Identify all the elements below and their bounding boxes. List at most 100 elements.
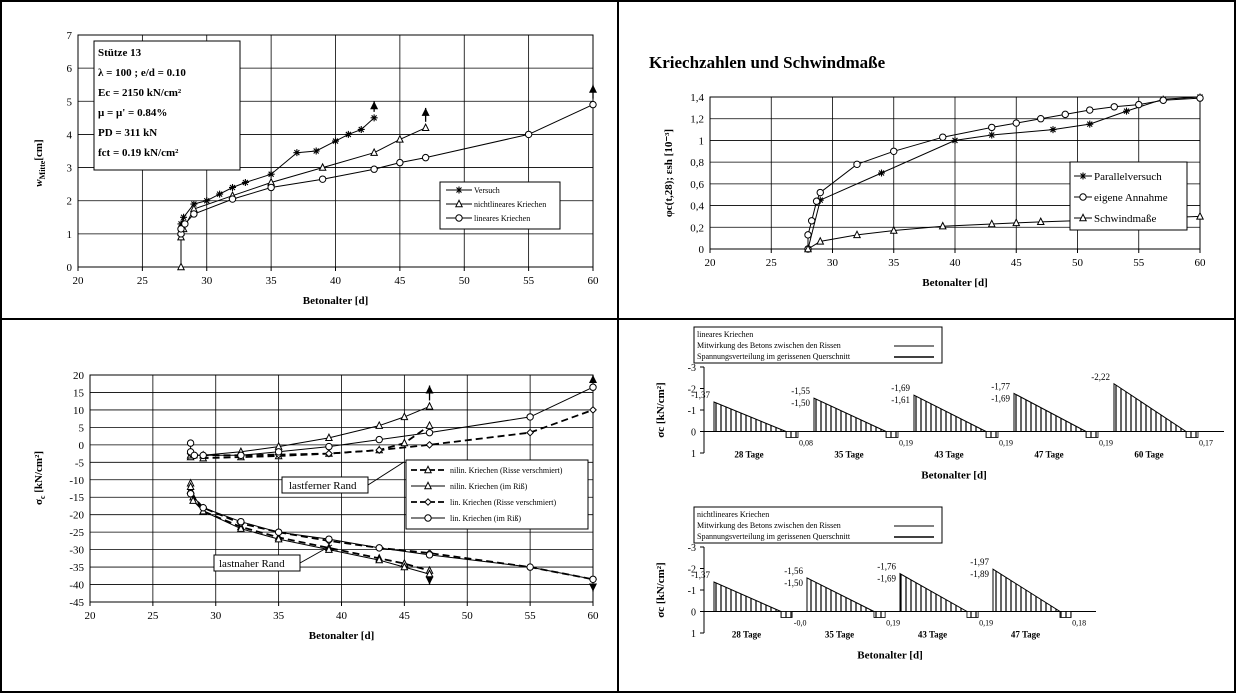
data-point xyxy=(421,122,430,131)
y-axis-label: φc(t,28); εsh [10⁻³] xyxy=(663,129,675,217)
data-point xyxy=(1061,110,1069,119)
tension-block xyxy=(1185,431,1199,438)
y-tick-label: 0,6 xyxy=(690,179,704,191)
stress-block xyxy=(713,581,782,612)
y-tick-label: -25 xyxy=(69,527,84,539)
data-point xyxy=(852,230,862,239)
peak-value-label: -1,69 xyxy=(891,383,910,393)
data-point xyxy=(421,153,430,162)
tension-block xyxy=(1059,611,1072,618)
data-point xyxy=(939,133,947,141)
data-point xyxy=(816,236,825,245)
data-point xyxy=(526,413,534,421)
peak-value-label: -1,97 xyxy=(970,557,989,567)
data-point xyxy=(853,160,861,169)
y-axis-label: wMitte[cm] xyxy=(33,139,47,186)
x-tick-label: 30 xyxy=(201,275,213,287)
data-point xyxy=(312,147,320,155)
data-point xyxy=(1123,107,1130,115)
y-tick-label: 5 xyxy=(67,96,73,108)
stress-block xyxy=(992,568,1062,612)
legend-label: nilin. Kriechen (Risse verschmiert) xyxy=(450,466,563,475)
x-tick-label: 40 xyxy=(330,275,342,287)
y-tick-label: -20 xyxy=(69,510,84,522)
x-tick-label: 60 xyxy=(1195,257,1207,269)
y-tick-label: -45 xyxy=(69,597,84,609)
y-axis-label: σc [kN/cm²] xyxy=(655,562,667,617)
data-point xyxy=(1135,100,1143,109)
chart-1: 0 0,2 0,4 0,6 0,8 1 1,2 1,4 20 25 30 35 40 45 50 55 60 Be… xyxy=(663,92,1206,289)
y-tick-label: -30 xyxy=(69,545,84,557)
data-point xyxy=(241,178,249,186)
data-point xyxy=(375,544,383,552)
legend-marker xyxy=(1079,172,1087,180)
legend-label: lin. Kriechen (im Riß) xyxy=(450,514,521,523)
series-arrow-head xyxy=(370,101,379,110)
x-tick-label: 50 xyxy=(1072,257,1084,269)
data-point xyxy=(375,435,383,444)
data-point xyxy=(181,220,189,228)
data-point xyxy=(425,569,434,578)
data-point xyxy=(589,100,597,109)
data-point xyxy=(816,196,824,204)
x-axis-label: Betonalter [d] xyxy=(857,650,922,662)
tension-block xyxy=(780,611,793,618)
data-point xyxy=(216,190,224,198)
y-tick-label: 0,2 xyxy=(690,222,704,234)
data-point xyxy=(318,162,327,171)
data-point xyxy=(589,575,597,583)
x-axis-label: Betonalter [d] xyxy=(309,630,374,642)
secondary-value-label: -1,50 xyxy=(791,398,810,408)
data-point xyxy=(524,130,533,139)
x-tick-label: 25 xyxy=(766,257,778,269)
info-box-line: Stütze 13 xyxy=(98,47,142,59)
secondary-value-label: -1,89 xyxy=(970,569,989,579)
y-tick-label: 20 xyxy=(73,370,85,382)
y-tick-label: 0,8 xyxy=(690,157,704,169)
data-point xyxy=(236,523,245,532)
stress-chart-3: -3 -2 -1 0 1 σc [kN/cm²] lineares Kriechen Mitw… xyxy=(655,326,1224,482)
stress-block xyxy=(713,401,787,432)
x-tick-label: 50 xyxy=(459,275,471,287)
data-point xyxy=(938,221,947,230)
x-axis-label: Betonalter [d] xyxy=(303,295,368,307)
data-point xyxy=(186,481,195,490)
data-point xyxy=(396,158,404,167)
legend-label: Parallelversuch xyxy=(1094,171,1162,183)
y-tick-label: 1 xyxy=(691,629,696,640)
tension-block xyxy=(966,611,979,618)
y-tick-label: 7 xyxy=(67,30,73,42)
legend-label: nichtlineares Kriechen xyxy=(474,200,546,209)
peak-value-label: -1,37 xyxy=(691,570,710,580)
data-point xyxy=(180,213,188,221)
chart-2: -45 -40 -35 -30 -25 -20 -15 -10 -5 0 5 10 15 20 20 25 30… xyxy=(33,370,599,642)
y-tick-label: -2 xyxy=(688,385,696,396)
x-tick-label: 45 xyxy=(1011,257,1023,269)
y-tick-label: -1 xyxy=(688,586,696,597)
data-point xyxy=(1196,94,1204,102)
stress-chart-4: -3 -2 -1 0 1 σc [kN/cm²] nichtlineares Krieche… xyxy=(655,506,1096,662)
data-point xyxy=(1012,119,1020,127)
tension-value-label: 0,19 xyxy=(899,439,913,448)
x-tick-label: 60 xyxy=(588,610,600,622)
peak-value-label: -1,77 xyxy=(991,381,1010,391)
data-point xyxy=(274,528,283,536)
y-tick-label: 0 xyxy=(79,440,85,452)
data-point xyxy=(274,534,283,543)
annotation-leader xyxy=(299,544,333,564)
data-point xyxy=(370,114,378,122)
data-point xyxy=(318,175,327,183)
data-point xyxy=(203,197,211,205)
y-tick-label: -2 xyxy=(688,565,696,576)
data-point xyxy=(325,442,333,451)
y-tick-label: -3 xyxy=(688,363,696,374)
data-point xyxy=(400,438,409,447)
series-line-0 xyxy=(807,96,1201,250)
age-category-label: 43 Tage xyxy=(934,450,963,460)
data-point xyxy=(325,535,333,543)
data-point xyxy=(1036,217,1045,226)
peak-value-label: -1,37 xyxy=(691,390,710,400)
age-category-label: 35 Tage xyxy=(825,630,854,640)
tension-value-label: 0,18 xyxy=(1072,619,1086,628)
